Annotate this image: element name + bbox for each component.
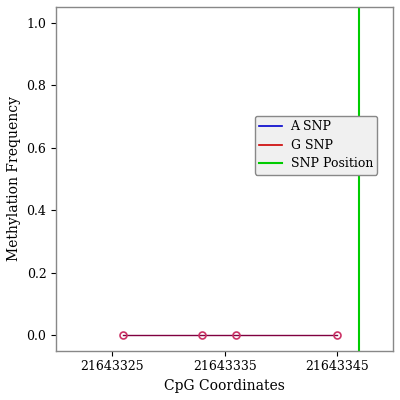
Y-axis label: Methylation Frequency: Methylation Frequency bbox=[7, 96, 21, 261]
X-axis label: CpG Coordinates: CpG Coordinates bbox=[164, 379, 285, 393]
Legend: A SNP, G SNP, SNP Position: A SNP, G SNP, SNP Position bbox=[255, 116, 377, 175]
